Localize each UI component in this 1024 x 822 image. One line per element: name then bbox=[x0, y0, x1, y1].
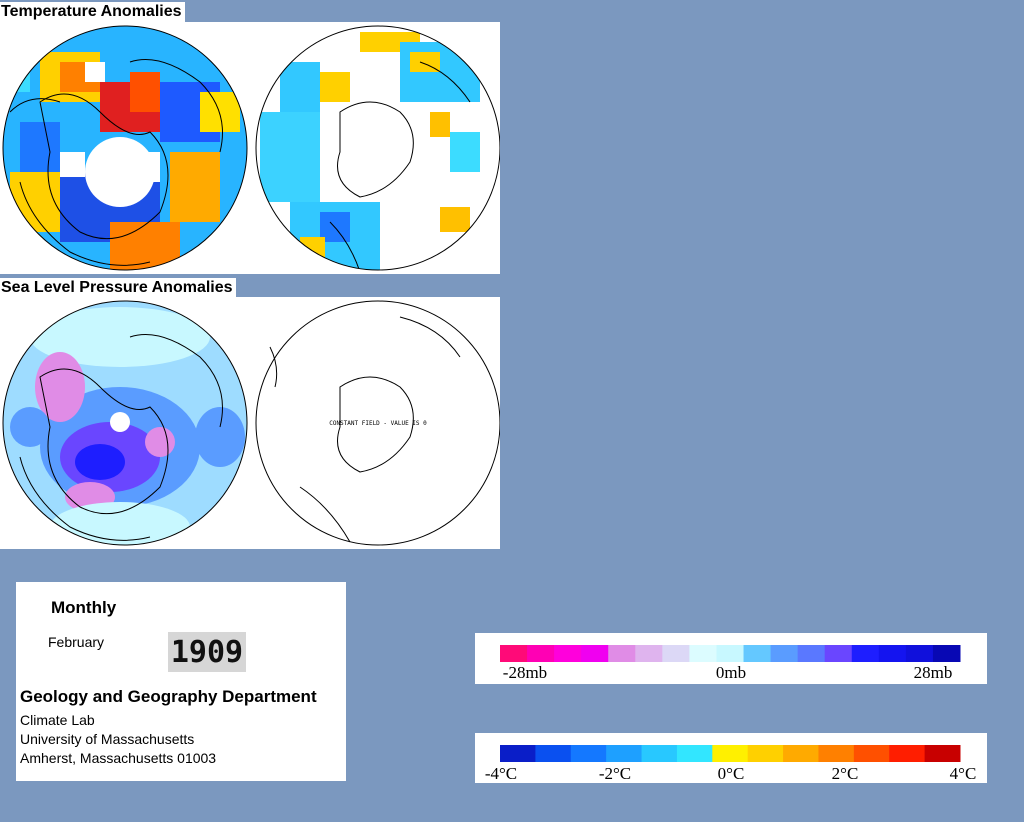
pressure-anomalies-title: Sea Level Pressure Anomalies bbox=[0, 278, 236, 298]
pressure-legend-swatch bbox=[608, 645, 636, 662]
pressure-legend-swatch bbox=[824, 645, 853, 662]
pressure-legend-swatch bbox=[689, 645, 717, 662]
pressure-legend-swatch bbox=[527, 645, 555, 662]
pressure-legend-swatch bbox=[581, 645, 609, 662]
frequency-label: Monthly bbox=[51, 598, 117, 617]
pressure-legend-swatch bbox=[878, 645, 907, 662]
temperature-legend-swatch bbox=[570, 745, 607, 762]
south-temperature-map bbox=[256, 26, 500, 270]
year-display: 1909 bbox=[168, 632, 246, 672]
temperature-legend-swatch bbox=[818, 745, 855, 762]
pressure-colorbar: -28mb 0mb 28mb bbox=[500, 645, 961, 682]
temperature-legend: -4°C -2°C 0°C 2°C 4°C bbox=[475, 733, 987, 783]
pressure-legend-swatch bbox=[635, 645, 663, 662]
temperature-maps-panel bbox=[0, 22, 500, 274]
north-temperature-map bbox=[3, 26, 247, 270]
temperature-legend-swatch bbox=[889, 745, 926, 762]
info-box: Monthly February 1909 Geology and Geogra… bbox=[16, 582, 346, 781]
south-pressure-map: CONSTANT FIELD - VALUE IS 0 bbox=[255, 300, 500, 546]
university-label: University of Massachusetts bbox=[20, 731, 195, 747]
temp-label-1: -2°C bbox=[599, 764, 631, 783]
north-pressure-map bbox=[3, 301, 247, 545]
temperature-legend-swatch bbox=[712, 745, 749, 762]
pressure-legend-swatch bbox=[797, 645, 826, 662]
temperature-legend-swatch bbox=[641, 745, 678, 762]
temperature-legend-swatch bbox=[783, 745, 819, 762]
pressure-legend-swatch bbox=[851, 645, 880, 662]
pressure-label-zero: 0mb bbox=[716, 663, 746, 682]
pressure-legend-swatch bbox=[743, 645, 772, 662]
pressure-legend-swatch bbox=[905, 645, 934, 662]
pressure-legend: -28mb 0mb 28mb bbox=[475, 633, 987, 684]
pressure-legend-swatch bbox=[554, 645, 582, 662]
pressure-label-max: 28mb bbox=[914, 663, 953, 682]
lab-label: Climate Lab bbox=[20, 712, 95, 728]
temperature-maps-svg bbox=[2, 25, 500, 271]
pressure-label-min: -28mb bbox=[503, 663, 547, 682]
temperature-legend-swatch bbox=[676, 745, 713, 762]
pressure-legend-swatch bbox=[770, 645, 799, 662]
address-label: Amherst, Massachusetts 01003 bbox=[20, 750, 217, 766]
temp-label-0: -4°C bbox=[485, 764, 517, 783]
pressure-legend-swatch bbox=[932, 645, 961, 662]
department-label: Geology and Geography Department bbox=[20, 687, 317, 706]
temp-label-3: 2°C bbox=[832, 764, 859, 783]
pressure-maps-svg: CONSTANT FIELD - VALUE IS 0 bbox=[2, 300, 500, 546]
pressure-legend-swatch bbox=[500, 645, 528, 662]
temperature-legend-swatch bbox=[853, 745, 890, 762]
temp-label-2: 0°C bbox=[718, 764, 745, 783]
pressure-legend-swatch bbox=[662, 645, 690, 662]
pressure-maps-panel: CONSTANT FIELD - VALUE IS 0 bbox=[0, 297, 500, 549]
constant-field-note: CONSTANT FIELD - VALUE IS 0 bbox=[329, 420, 427, 427]
temperature-legend-swatch bbox=[924, 745, 961, 762]
temp-label-4: 4°C bbox=[950, 764, 977, 783]
temperature-colorbar: -4°C -2°C 0°C 2°C 4°C bbox=[485, 745, 977, 783]
pressure-legend-swatch bbox=[716, 645, 745, 662]
temperature-legend-swatch bbox=[747, 745, 784, 762]
temperature-legend-swatch bbox=[606, 745, 643, 762]
month-label: February bbox=[48, 634, 105, 650]
temperature-legend-swatch bbox=[500, 745, 536, 762]
temperature-anomalies-title: Temperature Anomalies bbox=[0, 2, 185, 22]
temperature-legend-swatch bbox=[535, 745, 572, 762]
